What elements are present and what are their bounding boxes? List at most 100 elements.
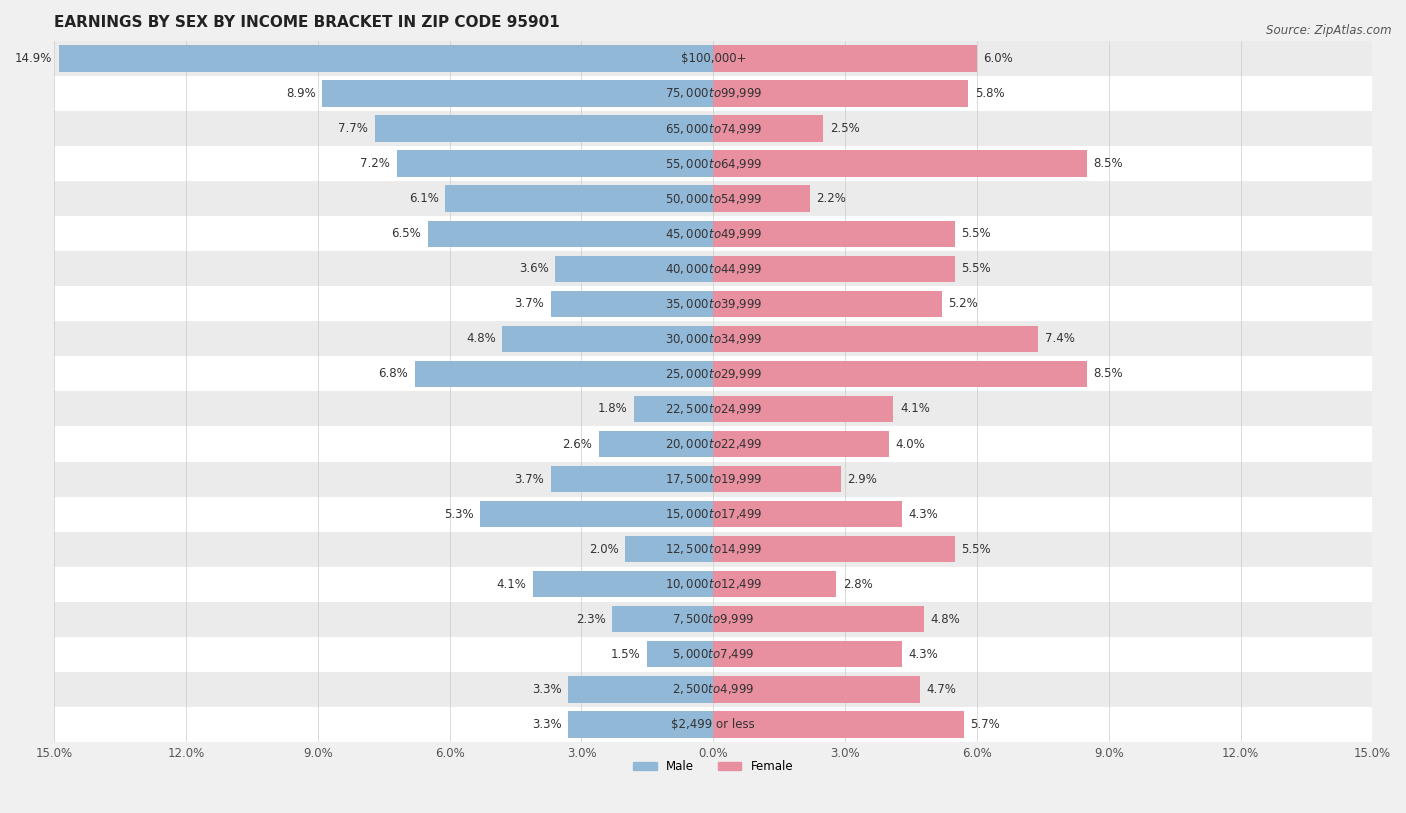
Bar (713, 641, 903, 667)
Text: $65,000 to $74,999: $65,000 to $74,999 (665, 121, 762, 136)
Text: $15,000 to $17,499: $15,000 to $17,499 (665, 507, 762, 521)
Text: EARNINGS BY SEX BY INCOME BRACKET IN ZIP CODE 95901: EARNINGS BY SEX BY INCOME BRACKET IN ZIP… (55, 15, 560, 30)
Text: 4.8%: 4.8% (931, 613, 960, 626)
Text: 8.9%: 8.9% (285, 87, 315, 100)
Text: 5.8%: 5.8% (974, 87, 1004, 100)
Bar (55, 286, 1372, 321)
Text: 6.1%: 6.1% (409, 192, 439, 205)
Bar (55, 146, 1372, 181)
Text: 6.8%: 6.8% (378, 367, 408, 380)
Bar (427, 220, 713, 247)
Text: 4.3%: 4.3% (908, 648, 939, 661)
Bar (713, 396, 893, 422)
Bar (55, 76, 1372, 111)
Bar (415, 361, 713, 387)
Text: $2,500 to $4,999: $2,500 to $4,999 (672, 682, 755, 697)
Bar (55, 462, 1372, 497)
Bar (481, 501, 713, 528)
Bar (551, 466, 713, 492)
Text: $22,500 to $24,999: $22,500 to $24,999 (665, 402, 762, 416)
Text: 2.5%: 2.5% (830, 122, 859, 135)
Bar (713, 606, 924, 633)
Text: 7.2%: 7.2% (360, 157, 391, 170)
Bar (713, 150, 1087, 176)
Bar (713, 431, 889, 457)
Bar (533, 571, 713, 598)
Bar (375, 115, 713, 141)
Bar (55, 111, 1372, 146)
Bar (713, 536, 955, 563)
Text: 4.1%: 4.1% (900, 402, 929, 415)
Text: $2,499 or less: $2,499 or less (672, 718, 755, 731)
Bar (713, 466, 841, 492)
Bar (322, 80, 713, 107)
Text: 3.3%: 3.3% (531, 718, 562, 731)
Text: 4.8%: 4.8% (465, 333, 496, 346)
Text: 1.8%: 1.8% (598, 402, 627, 415)
Text: 5.5%: 5.5% (962, 227, 991, 240)
Text: 3.7%: 3.7% (515, 298, 544, 311)
Bar (55, 41, 1372, 76)
Text: 5.5%: 5.5% (962, 263, 991, 276)
Text: $50,000 to $54,999: $50,000 to $54,999 (665, 192, 762, 206)
Bar (713, 290, 942, 317)
Bar (55, 706, 1372, 742)
Bar (626, 536, 713, 563)
Bar (55, 391, 1372, 427)
Bar (634, 396, 713, 422)
Bar (551, 290, 713, 317)
Legend: Male, Female: Male, Female (628, 755, 799, 778)
Bar (55, 356, 1372, 391)
Bar (59, 46, 713, 72)
Text: 5.3%: 5.3% (444, 507, 474, 520)
Bar (396, 150, 713, 176)
Text: 8.5%: 8.5% (1094, 367, 1123, 380)
Text: 2.8%: 2.8% (844, 578, 873, 591)
Bar (713, 46, 977, 72)
Bar (55, 427, 1372, 462)
Text: 7.7%: 7.7% (339, 122, 368, 135)
Text: 6.5%: 6.5% (391, 227, 422, 240)
Bar (713, 185, 810, 211)
Bar (713, 676, 920, 702)
Text: 1.5%: 1.5% (612, 648, 641, 661)
Text: $5,000 to $7,499: $5,000 to $7,499 (672, 647, 755, 661)
Text: 4.3%: 4.3% (908, 507, 939, 520)
Text: 4.0%: 4.0% (896, 437, 925, 450)
Bar (713, 220, 955, 247)
Text: $40,000 to $44,999: $40,000 to $44,999 (665, 262, 762, 276)
Bar (568, 676, 713, 702)
Bar (647, 641, 713, 667)
Text: 3.7%: 3.7% (515, 472, 544, 485)
Bar (713, 326, 1039, 352)
Bar (55, 532, 1372, 567)
Text: 5.7%: 5.7% (970, 718, 1000, 731)
Bar (555, 255, 713, 282)
Text: $30,000 to $34,999: $30,000 to $34,999 (665, 332, 762, 346)
Bar (55, 321, 1372, 356)
Text: $17,500 to $19,999: $17,500 to $19,999 (665, 472, 762, 486)
Bar (713, 115, 823, 141)
Bar (55, 567, 1372, 602)
Text: $20,000 to $22,499: $20,000 to $22,499 (665, 437, 762, 451)
Text: 7.4%: 7.4% (1045, 333, 1076, 346)
Bar (55, 251, 1372, 286)
Bar (55, 637, 1372, 672)
Text: $75,000 to $99,999: $75,000 to $99,999 (665, 86, 762, 101)
Text: Source: ZipAtlas.com: Source: ZipAtlas.com (1267, 24, 1392, 37)
Bar (55, 216, 1372, 251)
Text: 2.6%: 2.6% (562, 437, 592, 450)
Bar (599, 431, 713, 457)
Text: $12,500 to $14,999: $12,500 to $14,999 (665, 542, 762, 556)
Bar (55, 672, 1372, 706)
Bar (713, 571, 837, 598)
Bar (568, 711, 713, 737)
Text: $100,000+: $100,000+ (681, 52, 747, 65)
Text: $25,000 to $29,999: $25,000 to $29,999 (665, 367, 762, 381)
Text: 3.3%: 3.3% (531, 683, 562, 696)
Bar (713, 501, 903, 528)
Text: $7,500 to $9,999: $7,500 to $9,999 (672, 612, 755, 626)
Bar (446, 185, 713, 211)
Text: 2.2%: 2.2% (817, 192, 846, 205)
Bar (713, 361, 1087, 387)
